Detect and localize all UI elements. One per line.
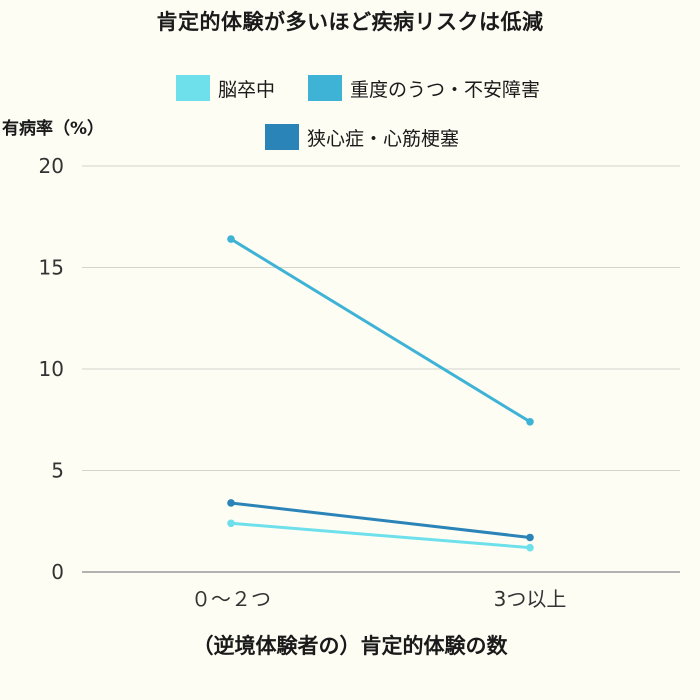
series-line-3 <box>229 501 532 539</box>
data-point-s3-2 <box>526 533 534 542</box>
data-point-s1-2 <box>526 543 534 552</box>
legend-item-depression: 重度のうつ・不安障害 <box>308 73 540 103</box>
series-line-1 <box>229 521 532 550</box>
data-point-s2-1 <box>227 235 235 243</box>
series-line-2 <box>229 237 532 424</box>
legend-item-stroke: 脳卒中 <box>176 73 275 103</box>
legend-label-stroke: 脳卒中 <box>218 78 276 101</box>
y-tick-label-10: 10 <box>39 357 64 381</box>
legend-swatch-heart <box>265 124 299 150</box>
legend-item-heart: 狭心症・心筋梗塞 <box>265 122 459 152</box>
legend-label-heart: 狭心症・心筋梗塞 <box>307 127 460 150</box>
data-point-s3-1 <box>227 499 235 507</box>
data-point-s2-2 <box>526 417 534 426</box>
legend-swatch-depression <box>308 75 342 101</box>
y-tick-label-15: 15 <box>39 256 64 280</box>
chart-title: 肯定的体験が多いほど疾病リスクは低減 <box>156 10 544 34</box>
x-tick-label-2: 3つ以上 <box>494 587 567 611</box>
legend-swatch-stroke <box>176 75 210 101</box>
y-tick-label-0: 0 <box>51 560 64 584</box>
data-point-s1-1 <box>227 519 235 528</box>
y-tick-label-20: 20 <box>39 154 64 178</box>
y-axis-label: 有病率（%） <box>2 119 105 139</box>
y-tick-label-5: 5 <box>51 459 64 483</box>
x-tick-label-1: ０～２つ <box>191 587 271 611</box>
legend-label-depression: 重度のうつ・不安障害 <box>350 78 541 101</box>
x-axis-label: （逆境体験者の）肯定的体験の数 <box>192 634 508 658</box>
